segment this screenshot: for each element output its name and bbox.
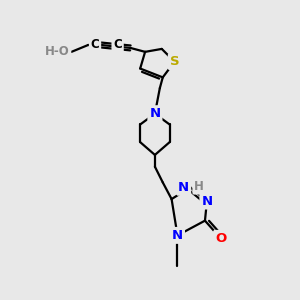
Text: N: N bbox=[178, 181, 189, 194]
Text: H-O: H-O bbox=[45, 45, 70, 58]
Text: C: C bbox=[113, 38, 122, 52]
Text: S: S bbox=[170, 55, 179, 68]
Text: N: N bbox=[172, 229, 183, 242]
Text: N: N bbox=[201, 194, 212, 208]
Text: O: O bbox=[215, 232, 226, 245]
Text: N: N bbox=[149, 107, 161, 120]
Text: H: H bbox=[194, 180, 204, 193]
Text: C: C bbox=[91, 38, 99, 52]
